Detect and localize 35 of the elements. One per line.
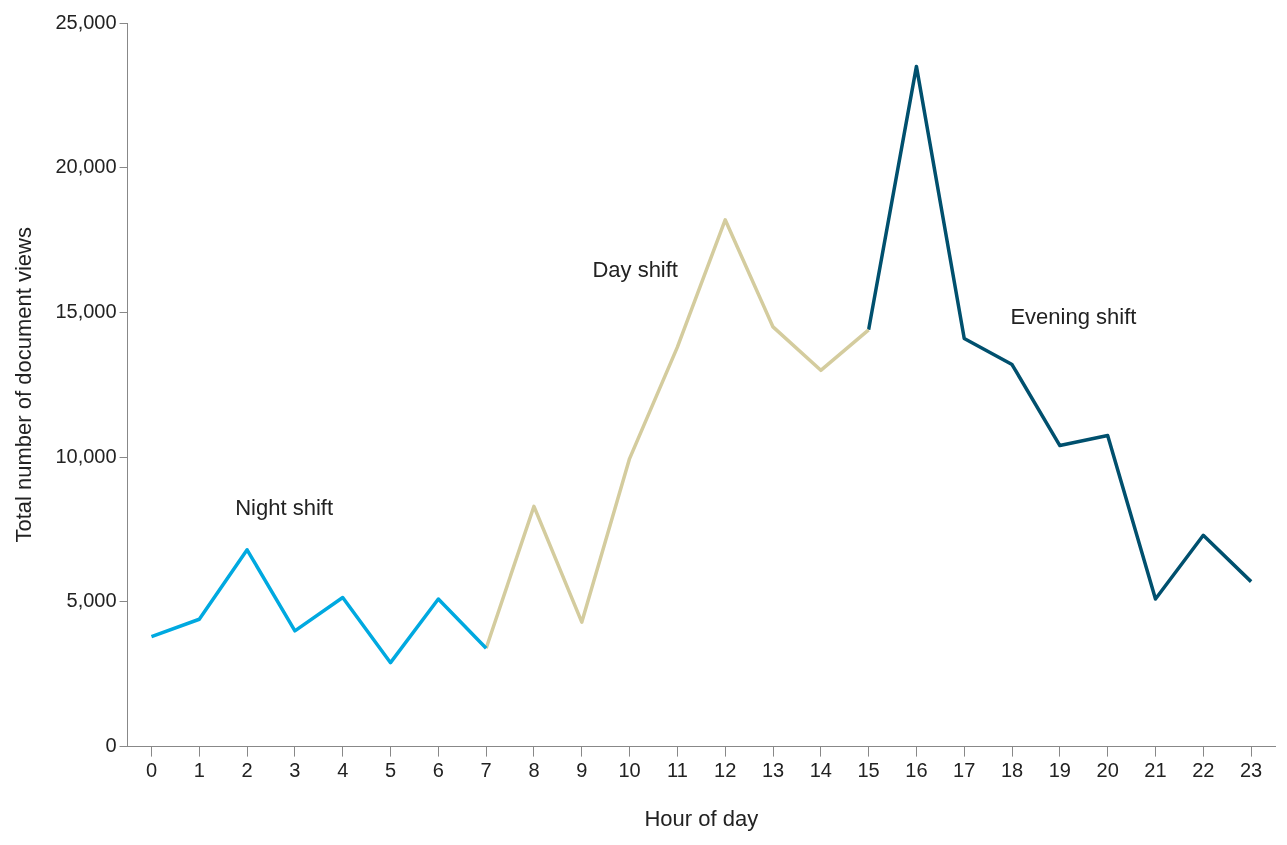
x-tick-label: 9 [576, 759, 588, 782]
y-tick-label: 5,000 [66, 589, 117, 612]
x-tick-label: 13 [761, 759, 785, 782]
x-tick-label: 16 [905, 759, 928, 782]
y-tick-label: 10,000 [55, 444, 117, 467]
y-axis-title: Total number of document views [11, 227, 37, 543]
x-tick-label: 7 [480, 759, 492, 782]
y-tick-label: 20,000 [55, 155, 117, 178]
series-label: Day shift [592, 256, 678, 282]
y-tick-label: 25,000 [55, 10, 117, 33]
x-tick-label: 5 [384, 759, 397, 782]
x-tick-label: 6 [432, 759, 444, 782]
x-tick-label: 11 [667, 759, 688, 782]
series-label: Night shift [235, 494, 334, 520]
x-tick-label: 0 [145, 759, 158, 782]
series-label: Evening shift [1010, 304, 1137, 330]
x-tick-label: 12 [714, 759, 737, 782]
x-tick-label: 4 [337, 759, 349, 782]
x-tick-label: 15 [857, 759, 880, 782]
x-tick-label: 22 [1192, 759, 1215, 782]
x-tick-label: 8 [528, 759, 540, 782]
y-tick-label: 15,000 [55, 299, 117, 322]
x-tick-label: 19 [1048, 759, 1071, 782]
x-tick-label: 1 [193, 759, 205, 782]
x-tick-label: 21 [1144, 759, 1167, 782]
x-tick-label: 17 [953, 759, 976, 782]
x-axis-title: Hour of day [644, 805, 759, 831]
x-tick-label: 23 [1239, 759, 1263, 782]
x-tick-label: 2 [241, 759, 253, 782]
x-tick-label: 18 [1000, 759, 1024, 782]
x-tick-label: 10 [618, 759, 641, 782]
x-tick-label: 14 [809, 759, 832, 782]
y-tick-label: 0 [105, 734, 117, 757]
x-tick-label: 20 [1096, 759, 1119, 782]
x-tick-label: 3 [289, 759, 301, 782]
